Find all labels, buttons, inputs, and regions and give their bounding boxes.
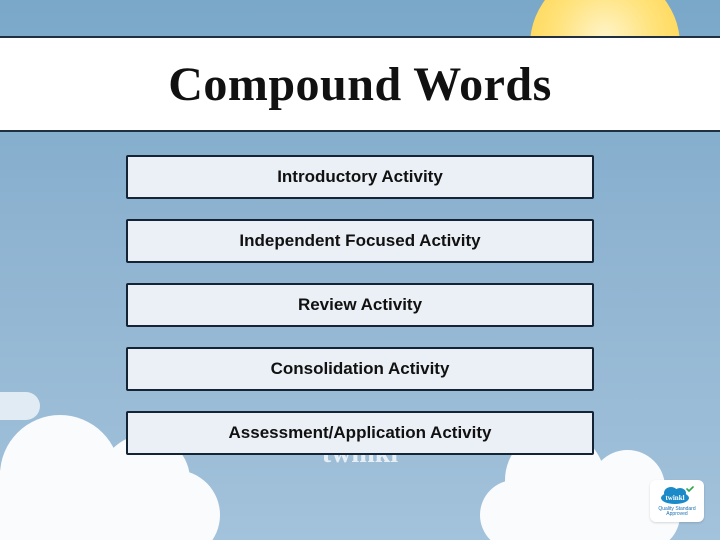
page-title: Compound Words — [168, 57, 552, 112]
twinkl-badge-icon: twinkl — [660, 485, 694, 505]
badge-tagline: Quality Standard Approved — [650, 507, 704, 517]
menu-item-consolidation[interactable]: Consolidation Activity — [126, 347, 594, 391]
menu-item-introductory[interactable]: Introductory Activity — [126, 155, 594, 199]
menu-item-label: Independent Focused Activity — [239, 231, 480, 251]
cloud-bottom-left — [0, 470, 220, 540]
twinkl-badge: twinkl Quality Standard Approved — [650, 480, 704, 522]
menu-item-assessment-application[interactable]: Assessment/Application Activity — [126, 411, 594, 455]
menu-item-label: Review Activity — [298, 295, 422, 315]
menu-item-label: Consolidation Activity — [271, 359, 450, 379]
badge-brand-text: twinkl — [665, 494, 684, 502]
menu-item-label: Introductory Activity — [277, 167, 443, 187]
activity-menu: Introductory Activity Independent Focuse… — [0, 155, 720, 455]
menu-item-label: Assessment/Application Activity — [229, 423, 492, 443]
menu-item-review[interactable]: Review Activity — [126, 283, 594, 327]
title-band: Compound Words — [0, 36, 720, 132]
menu-item-independent-focused[interactable]: Independent Focused Activity — [126, 219, 594, 263]
slide-stage: Compound Words twinkl Introductory Activ… — [0, 0, 720, 540]
